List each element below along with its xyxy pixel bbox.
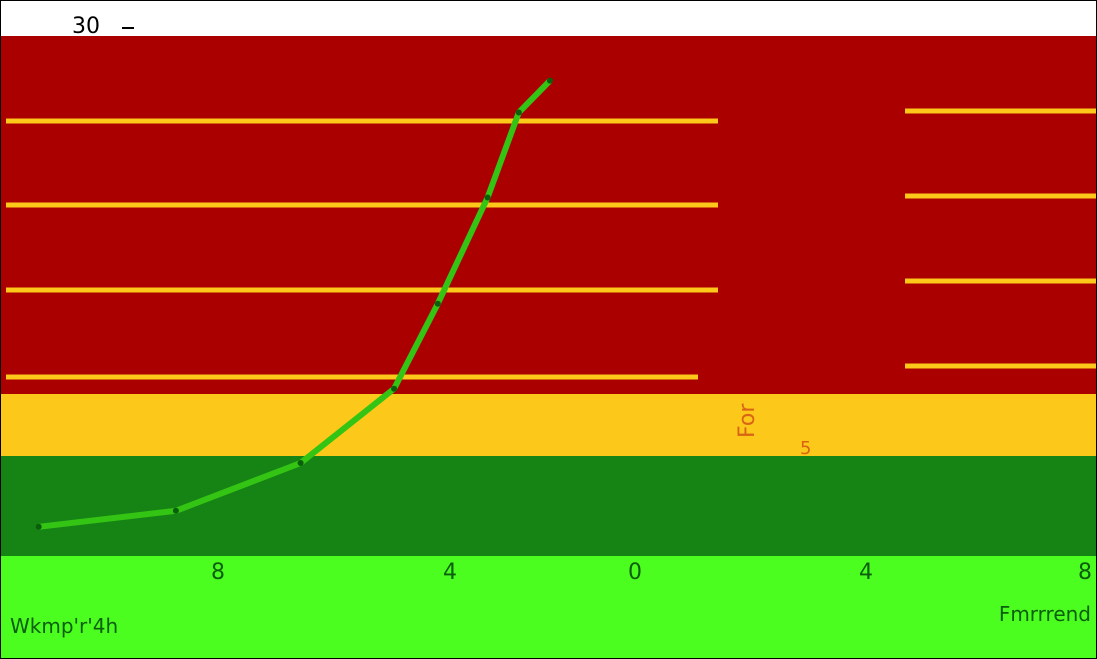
x-tick-label-0: 8	[211, 560, 225, 585]
x-tick-label-1: 4	[443, 560, 457, 585]
series-0-point-0	[35, 523, 42, 530]
x-tick-label-2: 0	[628, 560, 642, 585]
series-0-point-1	[172, 507, 179, 514]
series-0-point-3	[391, 385, 398, 392]
gridlines	[6, 108, 1097, 380]
x-tick-label-3: 4	[859, 560, 873, 585]
series-0-point-4	[434, 300, 441, 307]
red-band	[0, 36, 1097, 394]
bottom-right-label: Fmrrrend	[998, 602, 1091, 626]
series-line-0	[38, 78, 553, 530]
series-0-point-7	[547, 77, 553, 84]
series-layer	[35, 77, 553, 530]
mid-tick-label: 5	[800, 438, 812, 459]
series-0-point-6	[515, 109, 522, 116]
series-0-point-2	[297, 460, 304, 466]
x-tick-label-4: 8	[1078, 560, 1092, 585]
yellow-band	[0, 394, 1097, 456]
y-tick-top: 30	[72, 14, 134, 39]
light-green-band	[0, 556, 1097, 659]
series-0-point-5	[484, 194, 491, 201]
bottom-left-label: Wkmp'r'4h	[10, 614, 119, 638]
